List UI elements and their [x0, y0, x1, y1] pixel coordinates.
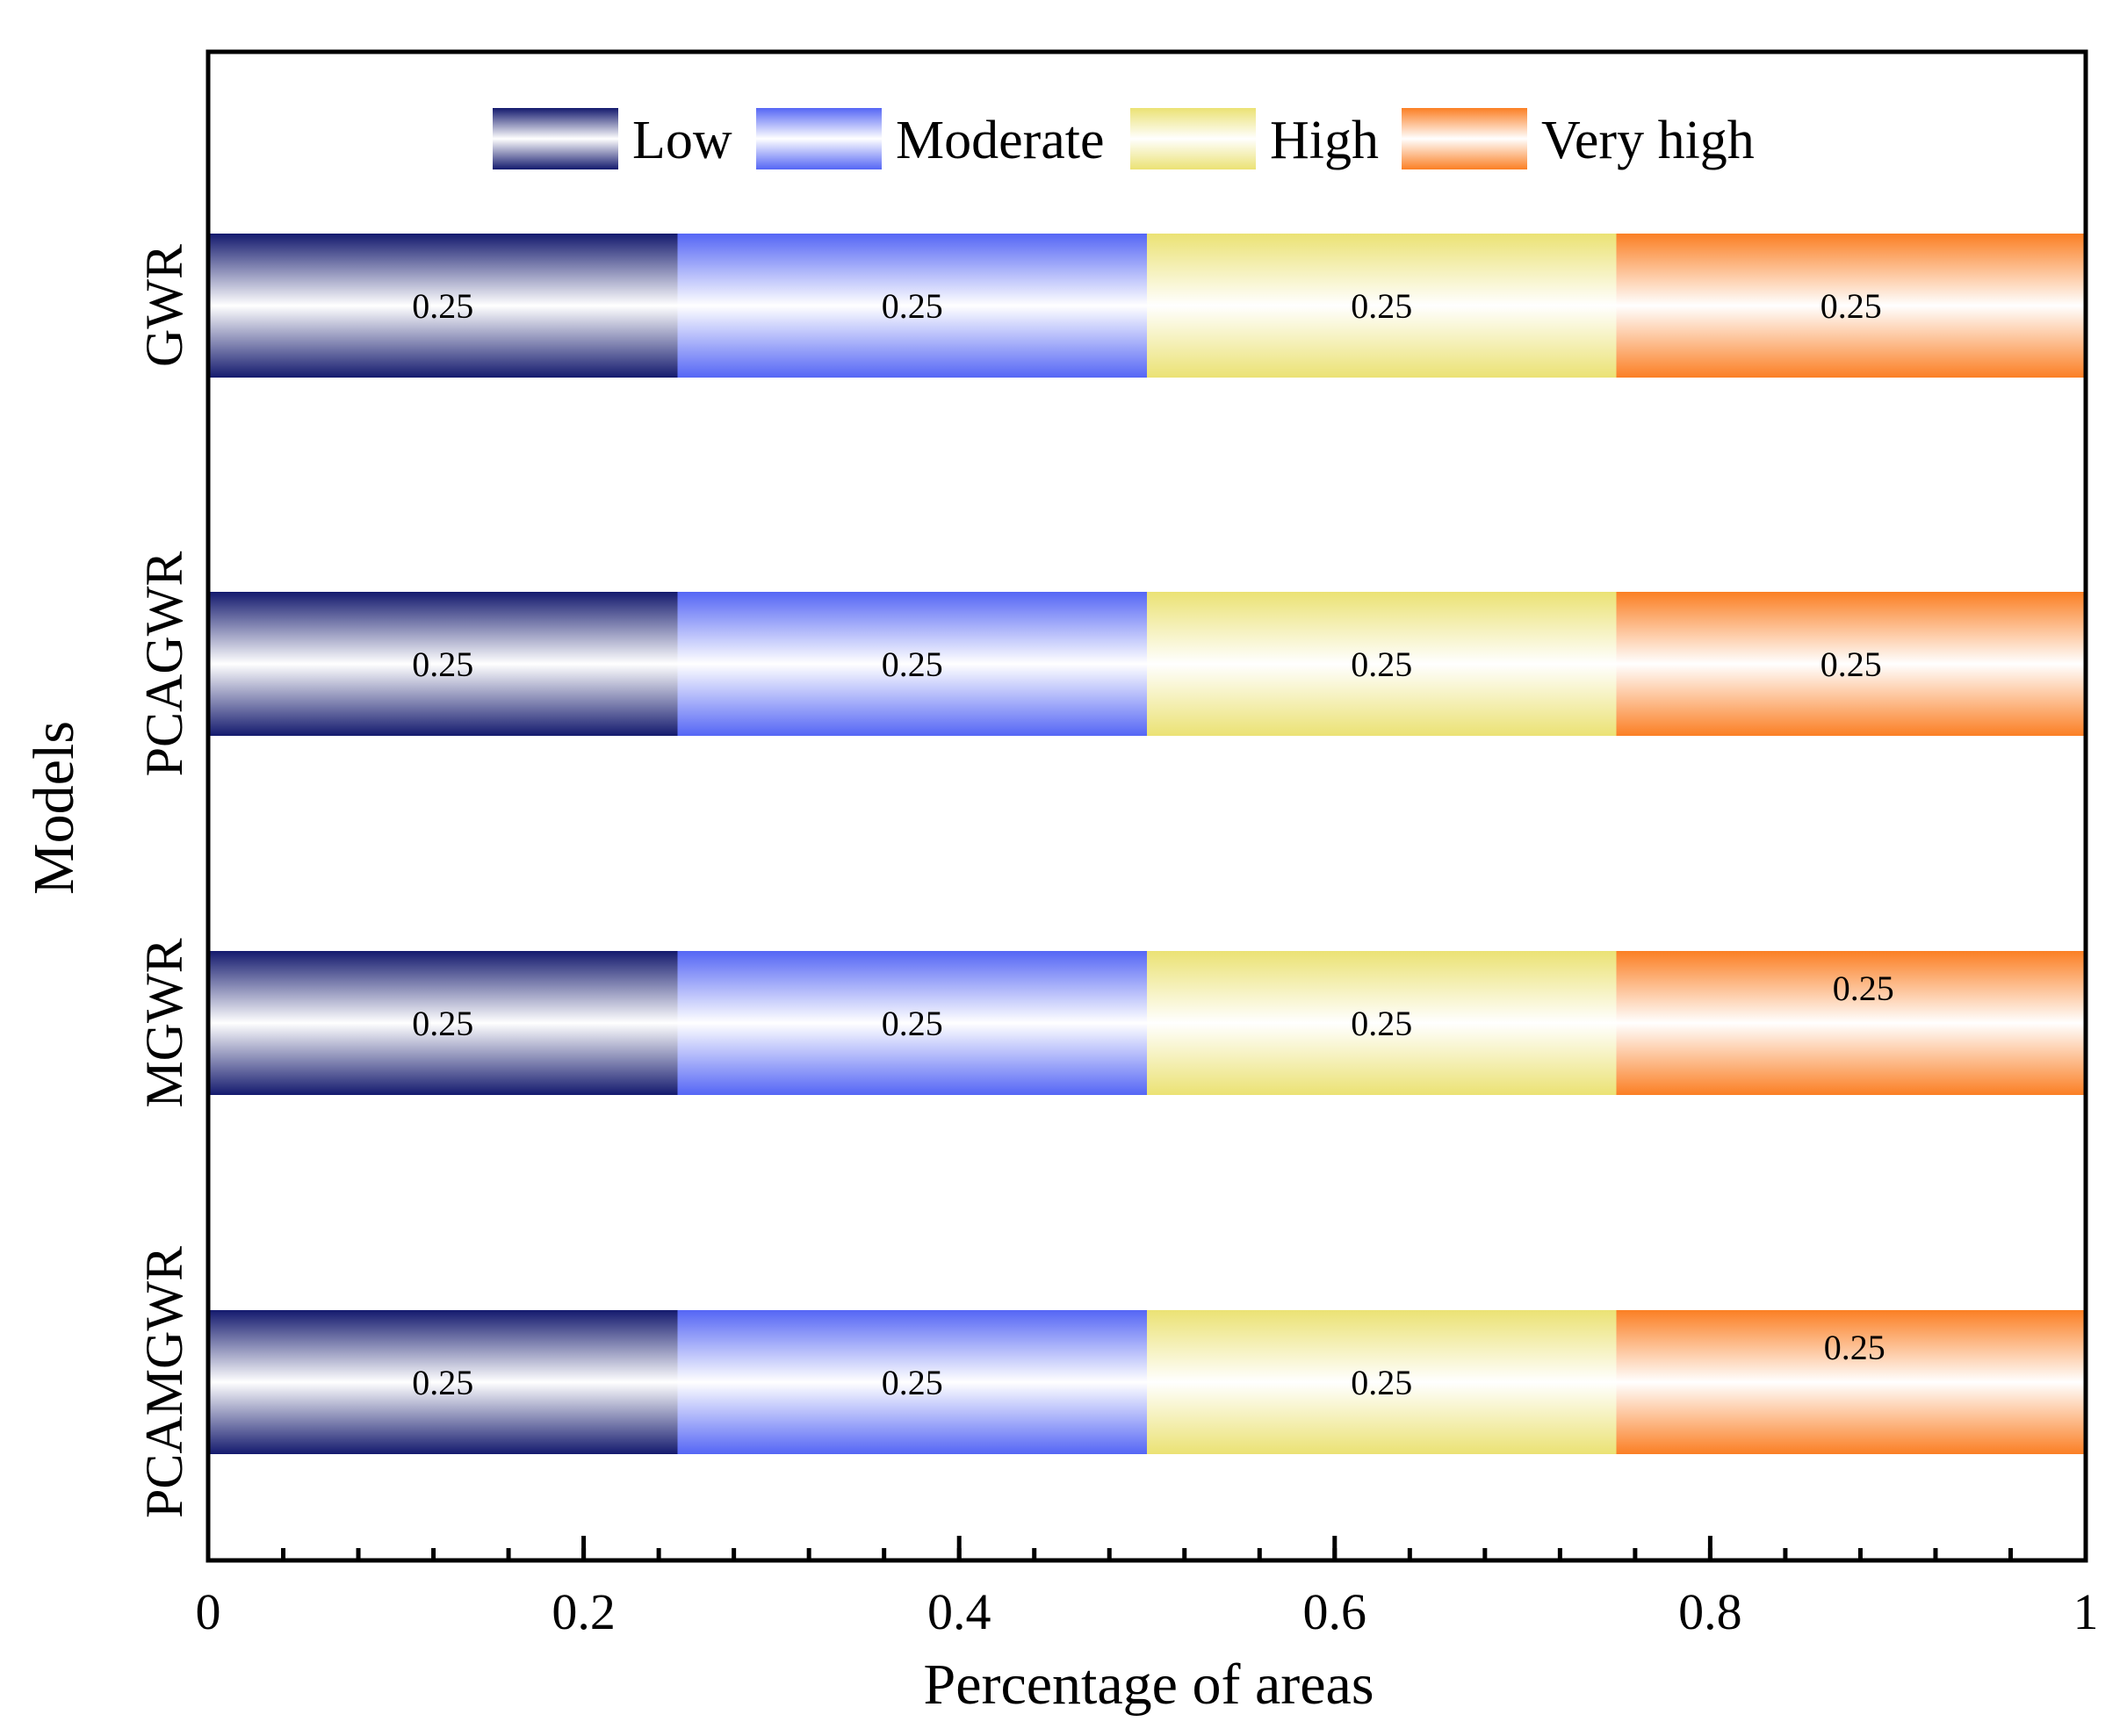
x-tick-label: 0 [196, 1583, 221, 1640]
data-label-pcamgwr-low: 0.25 [412, 1363, 473, 1402]
bar-pcamgwr-moderate [677, 1310, 1147, 1454]
bar-pcamgwr-very-high [1616, 1310, 2086, 1454]
data-label-pcamgwr-moderate: 0.25 [882, 1363, 943, 1402]
bar-gwr-high [1147, 234, 1617, 378]
bar-pcamgwr-low [208, 1310, 678, 1454]
data-label-gwr-very-high: 0.25 [1821, 286, 1882, 326]
data-label-pcamgwr-very-high: 0.25 [1824, 1328, 1885, 1367]
plot-frame [205, 49, 2088, 1563]
y-category-label-pcamgwr: PCAMGWR [135, 1246, 193, 1518]
bars-layer [208, 234, 2086, 1454]
axes: 0 0.2 0.4 0.6 0.8 1 GWR PCAGWR MGWR PCAMGWR [135, 49, 2099, 1640]
bar-mgwr-low [208, 951, 678, 1095]
x-tick-label: 0.2 [552, 1583, 616, 1640]
legend-item-low: Low [493, 108, 732, 170]
legend-item-high: High [1130, 108, 1379, 170]
legend-swatch-very-high [1402, 108, 1527, 169]
bar-gwr-moderate [677, 234, 1147, 378]
legend-swatch-high [1130, 108, 1256, 169]
x-axis-title: Percentage of areas [923, 1653, 1374, 1717]
data-label-gwr-high: 0.25 [1351, 286, 1412, 326]
bar-pcagwr-moderate [677, 592, 1147, 736]
legend-item-very-high: Very high [1402, 108, 1755, 170]
y-category-label-gwr: GWR [135, 244, 193, 367]
data-label-pcagwr-very-high: 0.25 [1821, 645, 1882, 684]
legend-label-high: High [1270, 111, 1379, 170]
legend-swatch-low [493, 108, 618, 169]
legend: Low Moderate High Very high [493, 108, 1755, 170]
legend-swatch-moderate [756, 108, 882, 169]
bar-pcamgwr-high [1147, 1310, 1617, 1454]
data-label-pcagwr-high: 0.25 [1351, 645, 1412, 684]
y-category-label-pcagwr: PCAGWR [135, 551, 193, 777]
legend-label-moderate: Moderate [896, 111, 1105, 170]
legend-item-moderate: Moderate [756, 108, 1105, 170]
bar-gwr-low [208, 234, 678, 378]
data-label-gwr-moderate: 0.25 [882, 286, 943, 326]
data-label-pcagwr-moderate: 0.25 [882, 645, 943, 684]
bar-mgwr-high [1147, 951, 1617, 1095]
data-label-mgwr-very-high: 0.25 [1833, 969, 1894, 1008]
legend-label-very-high: Very high [1541, 111, 1755, 170]
data-label-pcamgwr-high: 0.25 [1351, 1363, 1412, 1402]
data-label-mgwr-moderate: 0.25 [882, 1004, 943, 1043]
data-label-pcagwr-low: 0.25 [412, 645, 473, 684]
bar-mgwr-moderate [677, 951, 1147, 1095]
data-label-mgwr-high: 0.25 [1351, 1004, 1412, 1043]
data-labels: 0.25 0.25 0.25 0.25 0.25 0.25 0.25 0.25 0.25 0.25… [412, 286, 1894, 1402]
legend-label-low: Low [632, 111, 732, 170]
x-tick-label: 1 [2073, 1583, 2099, 1640]
bar-pcagwr-high [1147, 592, 1617, 736]
x-tick-label: 0.8 [1678, 1583, 1742, 1640]
bar-pcagwr-low [208, 592, 678, 736]
data-label-gwr-low: 0.25 [412, 286, 473, 326]
data-label-mgwr-low: 0.25 [412, 1004, 473, 1043]
bar-gwr-very-high [1616, 234, 2086, 378]
y-axis-title: Models [22, 721, 86, 895]
x-tick-label: 0.4 [927, 1583, 991, 1640]
bar-pcagwr-very-high [1616, 592, 2086, 736]
x-tick-label: 0.6 [1303, 1583, 1367, 1640]
bar-mgwr-very-high [1616, 951, 2086, 1095]
y-category-label-mgwr: MGWR [135, 938, 193, 1107]
